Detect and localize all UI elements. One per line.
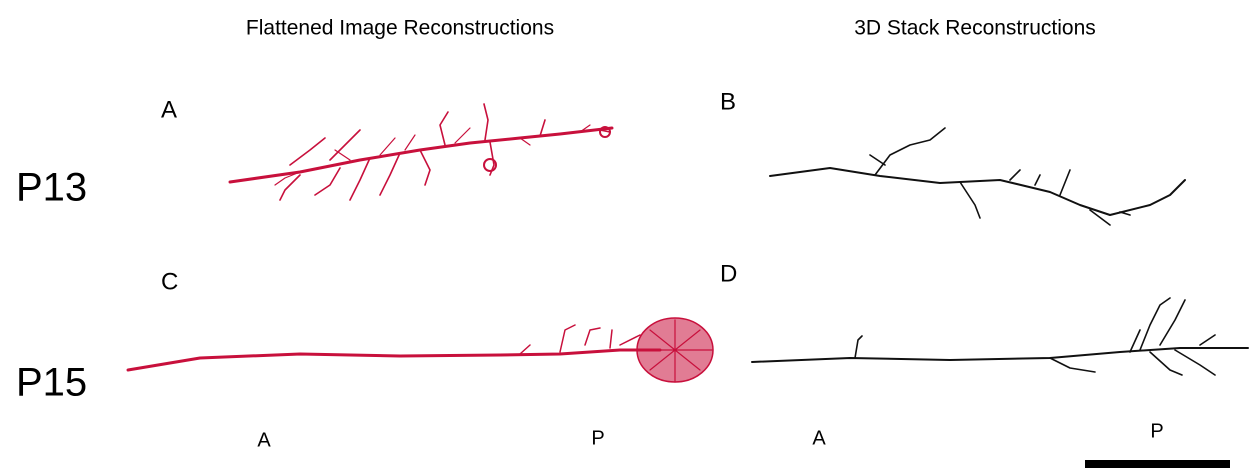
posterior-label: P	[591, 427, 604, 449]
figure: Flattened Image Reconstructions 3D Stack…	[0, 0, 1252, 468]
column-title: Flattened Image Reconstructions	[246, 17, 554, 40]
panel-label: A	[161, 96, 177, 123]
neuron-reconstruction	[752, 298, 1248, 375]
panel-label: B	[720, 88, 736, 115]
column-title: 3D Stack Reconstructions	[854, 17, 1096, 40]
panel-label: D	[720, 260, 737, 287]
neuron-reconstruction	[770, 128, 1185, 225]
row-label: P15	[16, 361, 87, 405]
row-label: P13	[16, 166, 87, 210]
panel-label: C	[161, 268, 178, 295]
scale-bar	[1085, 460, 1230, 468]
anterior-label: A	[257, 429, 271, 451]
posterior-label: P	[1150, 420, 1163, 442]
anterior-label: A	[812, 427, 826, 449]
neuron-reconstruction	[128, 318, 713, 382]
neuron-reconstruction	[230, 104, 612, 200]
